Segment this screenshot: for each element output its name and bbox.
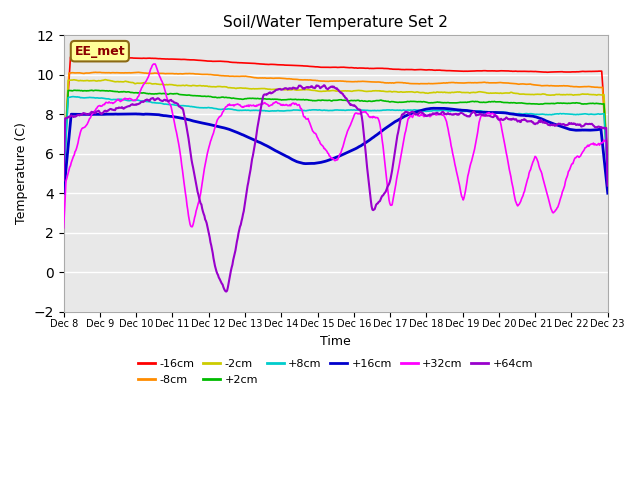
Text: EE_met: EE_met <box>74 45 125 58</box>
Y-axis label: Temperature (C): Temperature (C) <box>15 122 28 225</box>
Legend: -16cm, -8cm, -2cm, +2cm, +8cm, +16cm, +32cm, +64cm: -16cm, -8cm, -2cm, +2cm, +8cm, +16cm, +3… <box>134 355 538 389</box>
X-axis label: Time: Time <box>321 335 351 348</box>
Title: Soil/Water Temperature Set 2: Soil/Water Temperature Set 2 <box>223 15 448 30</box>
